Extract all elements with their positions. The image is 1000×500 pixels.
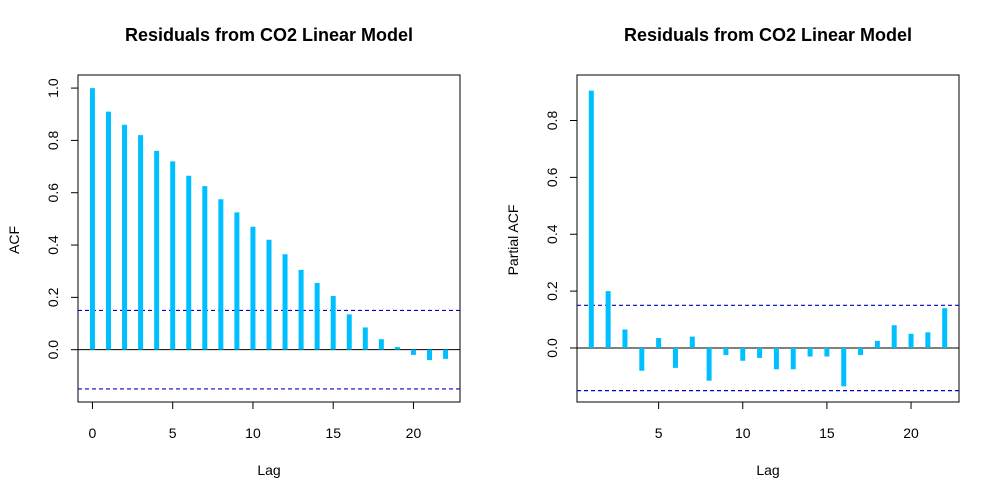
pacf-x-axis-label: Lag (756, 462, 779, 478)
acf-y-tick-label: 0.8 (45, 130, 61, 150)
pacf-x-tick-label: 15 (819, 425, 835, 441)
acf-y-tick-label: 0.4 (45, 235, 61, 255)
pacf-y-axis-label: Partial ACF (505, 205, 521, 276)
acf-x-axis-label: Lag (257, 462, 280, 478)
acf-chart-title: Residuals from CO2 Linear Model (125, 25, 413, 45)
pacf-x-tick-label: 20 (903, 425, 919, 441)
acf-y-tick-label: 0.6 (45, 183, 61, 203)
acf-y-axis-label: ACF (6, 226, 22, 254)
pacf-chart-title: Residuals from CO2 Linear Model (624, 25, 912, 45)
pacf-y-tick-label: 0.6 (544, 167, 560, 187)
pacf-x-tick-label: 5 (655, 425, 663, 441)
pacf-y-tick-label: 0.0 (544, 338, 560, 358)
acf-plot-frame (77, 74, 461, 403)
pacf-plot-frame (576, 74, 960, 403)
acf-panel: Residuals from CO2 Linear Model 0 5 10 15 20… (6, 25, 461, 478)
pacf-panel: Residuals from CO2 Linear Model 5 10 15 20 0… (505, 25, 960, 478)
acf-x-tick-label: 10 (245, 425, 261, 441)
acf-y-tick-label: 1.0 (45, 78, 61, 98)
acf-y-tick-label: 0.0 (45, 340, 61, 360)
pacf-y-tick-label: 0.8 (544, 111, 560, 131)
acf-x-tick-label: 0 (89, 425, 97, 441)
pacf-y-tick-label: 0.4 (544, 224, 560, 244)
pacf-y-tick-label: 0.2 (544, 281, 560, 301)
acf-plot-area: 0 5 10 15 20 0.0 0.2 0.4 0.6 0.8 1.0 (45, 74, 461, 441)
pacf-x-tick-label: 10 (735, 425, 751, 441)
pacf-plot-area: 5 10 15 20 0.0 0.2 0.4 0.6 0.8 (544, 74, 960, 441)
acf-x-tick-label: 20 (406, 425, 422, 441)
acf-x-tick-label: 5 (169, 425, 177, 441)
acf-y-tick-label: 0.2 (45, 287, 61, 307)
acf-x-tick-label: 15 (325, 425, 341, 441)
